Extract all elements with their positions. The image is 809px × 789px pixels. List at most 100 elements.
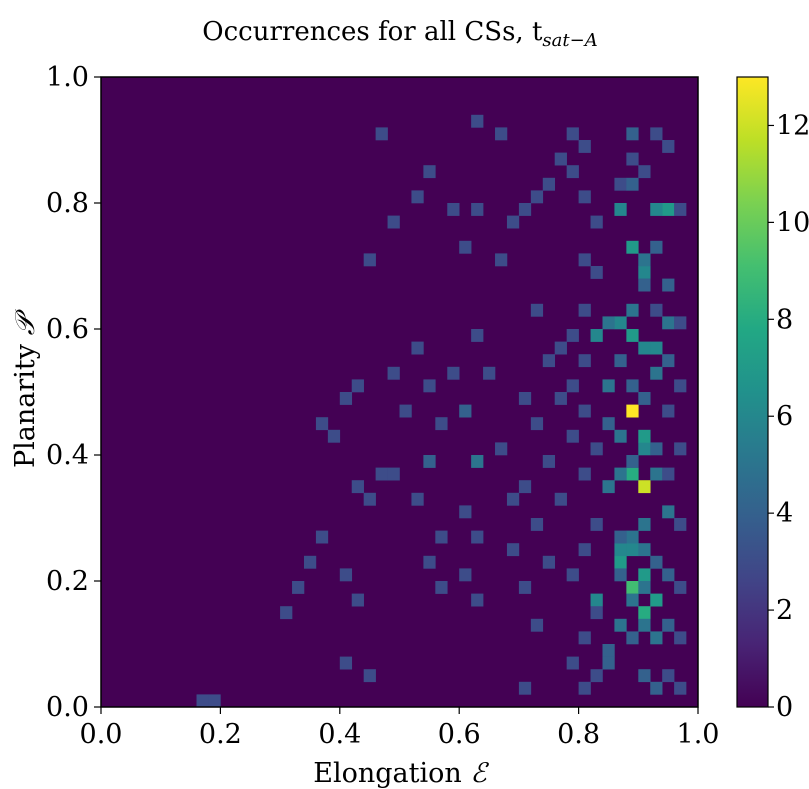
heatmap-cell bbox=[292, 581, 305, 594]
heatmap-cell bbox=[351, 593, 364, 607]
heatmap-cell bbox=[662, 404, 675, 418]
heatmap-cell bbox=[674, 379, 687, 393]
heatmap-cell bbox=[471, 329, 484, 342]
heatmap-cell bbox=[650, 341, 663, 355]
heatmap-cell bbox=[495, 127, 508, 141]
heatmap-cell bbox=[650, 240, 663, 254]
heatmap-cell bbox=[650, 203, 663, 216]
heatmap-cell bbox=[626, 152, 639, 166]
y-tick-label: 0.0 bbox=[46, 692, 89, 723]
heatmap-cell bbox=[518, 480, 532, 494]
heatmap-cell bbox=[363, 492, 376, 506]
heatmap-cell bbox=[626, 177, 639, 191]
heatmap-cell bbox=[638, 253, 651, 267]
heatmap-cell bbox=[578, 303, 591, 317]
heatmap-cell bbox=[315, 530, 329, 544]
heatmap-cell bbox=[650, 593, 663, 607]
x-tick-label: 1.0 bbox=[677, 719, 720, 750]
colorbar-tick-label: 4 bbox=[776, 498, 793, 529]
x-tick-label: 0.2 bbox=[199, 719, 242, 750]
heatmap-cell bbox=[590, 329, 603, 342]
heatmap-cell bbox=[387, 366, 400, 380]
colorbar-gradient bbox=[736, 76, 769, 708]
heatmap-cell bbox=[626, 543, 639, 557]
heatmap-cell bbox=[351, 379, 364, 393]
heatmap-cell bbox=[626, 303, 639, 317]
heatmap-cell bbox=[614, 467, 627, 481]
heatmap-cell bbox=[566, 127, 579, 141]
y-axis-label: Planarity 𝒫 bbox=[10, 308, 41, 468]
heatmap-cell bbox=[447, 203, 460, 216]
heatmap-cell bbox=[662, 618, 675, 632]
heatmap-cell bbox=[471, 114, 484, 128]
x-axis-ticks: 0.0 0.2 0.4 0.6 0.8 1.0 bbox=[80, 707, 720, 750]
heatmap-cell bbox=[530, 190, 544, 204]
heatmap-cell bbox=[638, 606, 651, 620]
colorbar-tick-label: 0 bbox=[776, 692, 793, 723]
heatmap-cell bbox=[208, 694, 221, 708]
heatmap-cell bbox=[662, 568, 675, 582]
heatmap-cell bbox=[411, 190, 424, 204]
heatmap-cell bbox=[638, 669, 651, 683]
heatmap-cell bbox=[614, 568, 627, 582]
heatmap-cell bbox=[303, 555, 317, 569]
heatmap-cell bbox=[375, 127, 388, 141]
heatmap-cell bbox=[638, 341, 651, 355]
heatmap-cell bbox=[483, 366, 496, 380]
heatmap-cell bbox=[530, 303, 544, 317]
heatmap-cell bbox=[363, 253, 376, 267]
heatmap-cell bbox=[590, 518, 603, 531]
heatmap-cell bbox=[280, 606, 293, 620]
heatmap-cell bbox=[578, 404, 591, 418]
heatmap-cell bbox=[578, 140, 591, 153]
colorbar: 0 2 4 6 8 10 12 bbox=[736, 76, 809, 723]
heatmap-cell bbox=[423, 455, 436, 468]
heatmap-cell bbox=[375, 467, 388, 481]
heatmap-cell bbox=[650, 555, 663, 569]
heatmap-cell bbox=[614, 543, 627, 557]
heatmap-cell bbox=[196, 694, 209, 708]
heatmap-cell bbox=[614, 530, 627, 544]
heatmap-cell bbox=[626, 455, 639, 468]
heatmap-cells bbox=[196, 114, 687, 708]
heatmap-cell bbox=[626, 404, 639, 418]
heatmap-cell bbox=[423, 165, 436, 179]
heatmap-cell bbox=[495, 253, 508, 267]
heatmap-cell bbox=[590, 593, 603, 607]
heatmap-cell bbox=[566, 379, 579, 393]
chart-title: Occurrences for all CSs, tsat−A bbox=[202, 17, 597, 51]
heatmap-cell bbox=[530, 618, 544, 632]
heatmap-cell bbox=[602, 417, 615, 431]
heatmap-cell bbox=[638, 266, 651, 279]
heatmap-cell bbox=[638, 618, 651, 632]
heatmap-cell bbox=[662, 505, 675, 519]
colorbar-tick-label: 12 bbox=[776, 110, 809, 141]
heatmap-cell bbox=[626, 631, 639, 645]
heatmap-cell bbox=[530, 417, 544, 431]
heatmap-cell bbox=[518, 392, 532, 405]
heatmap-cell bbox=[674, 681, 687, 695]
heatmap-cell bbox=[650, 127, 663, 141]
heatmap-cell bbox=[435, 417, 448, 431]
heatmap-cell bbox=[518, 203, 532, 216]
heatmap-cell bbox=[387, 467, 400, 481]
colorbar-tick-label: 8 bbox=[776, 304, 793, 335]
heatmap-cell bbox=[566, 429, 579, 443]
heatmap-cell bbox=[315, 417, 329, 431]
heatmap-cell bbox=[435, 581, 448, 594]
heatmap-cell bbox=[626, 467, 639, 481]
colorbar-tick-label: 6 bbox=[776, 401, 793, 432]
y-tick-label: 1.0 bbox=[46, 62, 89, 93]
heatmap-cell bbox=[590, 266, 603, 279]
heatmap-cell bbox=[638, 392, 651, 405]
heatmap-cell bbox=[471, 593, 484, 607]
heatmap-cell bbox=[566, 656, 579, 670]
plot-area bbox=[100, 76, 699, 708]
heatmap-cell bbox=[578, 467, 591, 481]
heatmap-cell bbox=[602, 480, 615, 494]
heatmap-cell bbox=[590, 606, 603, 620]
heatmap-cell bbox=[650, 681, 663, 695]
heatmap-cell bbox=[638, 429, 651, 443]
heatmap-cell bbox=[542, 455, 556, 468]
